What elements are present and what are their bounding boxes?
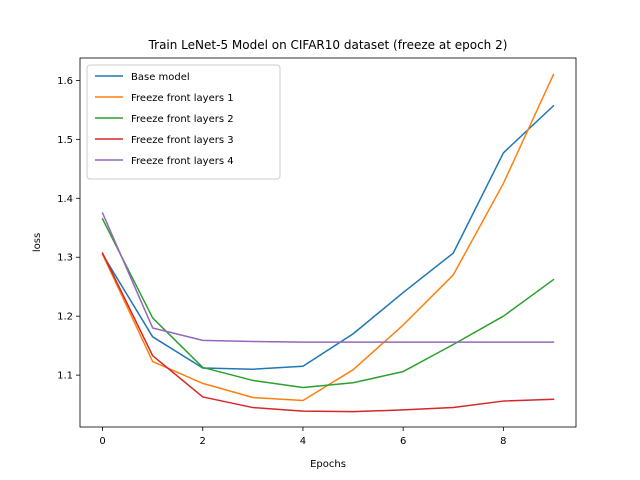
series-layer <box>101 73 555 413</box>
series-line-1 <box>101 104 555 370</box>
series-line-4 <box>101 252 555 413</box>
legend-label: Base model <box>131 72 190 83</box>
y-tick-label: 1.4 <box>57 194 73 205</box>
y-axis: 1.1 1.2 1.3 1.4 1.5 1.6 <box>57 76 80 382</box>
legend-label: Freeze front layers 1 <box>131 93 234 104</box>
x-tick-label: 2 <box>200 436 206 447</box>
y-tick-label: 1.5 <box>57 135 73 146</box>
y-tick-label: 1.3 <box>57 253 73 264</box>
x-tick-label: 6 <box>400 436 406 447</box>
y-tick-label: 1.1 <box>57 371 73 382</box>
series-line-5 <box>101 212 555 343</box>
legend-label: Freeze front layers 2 <box>131 114 234 125</box>
x-axis-label: Epochs <box>310 459 346 470</box>
x-tick-label: 4 <box>300 436 306 447</box>
legend: Base model Freeze front layers 1 Freeze fr… <box>86 64 281 180</box>
series-line-3 <box>101 217 555 389</box>
legend-label: Freeze front layers 4 <box>131 156 234 167</box>
x-tick-label: 0 <box>99 436 105 447</box>
chart-title: Train LeNet-5 Model on CIFAR10 dataset (… <box>148 38 508 52</box>
x-axis: 0 2 4 6 8 <box>99 427 507 447</box>
x-tick-label: 8 <box>500 436 506 447</box>
legend-box <box>86 64 281 180</box>
legend-label: Freeze front layers 3 <box>131 135 234 146</box>
y-tick-label: 1.2 <box>57 312 73 323</box>
y-tick-label: 1.6 <box>57 76 73 87</box>
y-axis-label: loss <box>32 233 43 252</box>
plot-frame <box>79 57 577 428</box>
